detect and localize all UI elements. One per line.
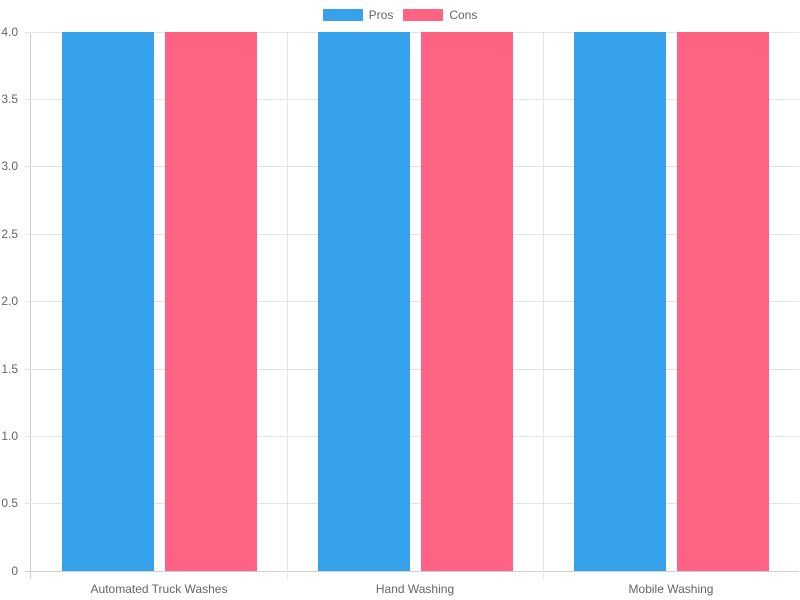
gridline bbox=[25, 234, 799, 235]
gridline bbox=[25, 301, 799, 302]
gridline bbox=[25, 166, 799, 167]
y-tick-label: 2.0 bbox=[1, 294, 18, 308]
y-tick-label: 0 bbox=[11, 564, 18, 578]
y-tick-label: 3.0 bbox=[1, 159, 18, 173]
vertical-gridline bbox=[287, 32, 288, 579]
gridline bbox=[25, 99, 799, 100]
gridline bbox=[25, 369, 799, 370]
chart-legend: Pros Cons bbox=[0, 8, 800, 22]
plot-area: 4.0 3.5 3.0 2.5 2.0 1.5 1.0 0.5 0 bbox=[1, 25, 799, 579]
x-label: Hand Washing bbox=[375, 582, 455, 596]
legend-label: Pros bbox=[368, 8, 394, 22]
y-tick-label: 1.0 bbox=[1, 429, 18, 443]
x-axis bbox=[25, 571, 799, 572]
y-tick-label: 1.5 bbox=[1, 362, 18, 376]
y-tick-label: 2.5 bbox=[1, 227, 18, 241]
bar-cons-automated[interactable] bbox=[165, 32, 257, 571]
x-label: Automated Truck Washes bbox=[90, 582, 228, 596]
legend-item-pros[interactable]: Pros bbox=[322, 8, 394, 22]
cons-swatch bbox=[403, 9, 444, 21]
gridline bbox=[25, 436, 799, 437]
x-label: Mobile Washing bbox=[628, 582, 714, 596]
legend-item-cons[interactable]: Cons bbox=[403, 8, 477, 22]
y-tick-label: 4.0 bbox=[1, 25, 18, 39]
gridline bbox=[25, 32, 799, 33]
y-axis bbox=[30, 32, 31, 579]
vertical-gridline bbox=[543, 32, 544, 579]
bar-pros-automated[interactable] bbox=[62, 32, 154, 571]
y-tick-label: 3.5 bbox=[1, 92, 18, 106]
bar-pros-mobile[interactable] bbox=[574, 32, 666, 571]
gridline bbox=[25, 503, 799, 504]
bar-cons-hand[interactable] bbox=[421, 32, 513, 571]
legend-label: Cons bbox=[449, 8, 478, 22]
y-tick-label: 0.5 bbox=[1, 496, 18, 510]
bar-cons-mobile[interactable] bbox=[677, 32, 769, 571]
pros-swatch bbox=[322, 9, 363, 21]
bar-pros-hand[interactable] bbox=[318, 32, 410, 571]
